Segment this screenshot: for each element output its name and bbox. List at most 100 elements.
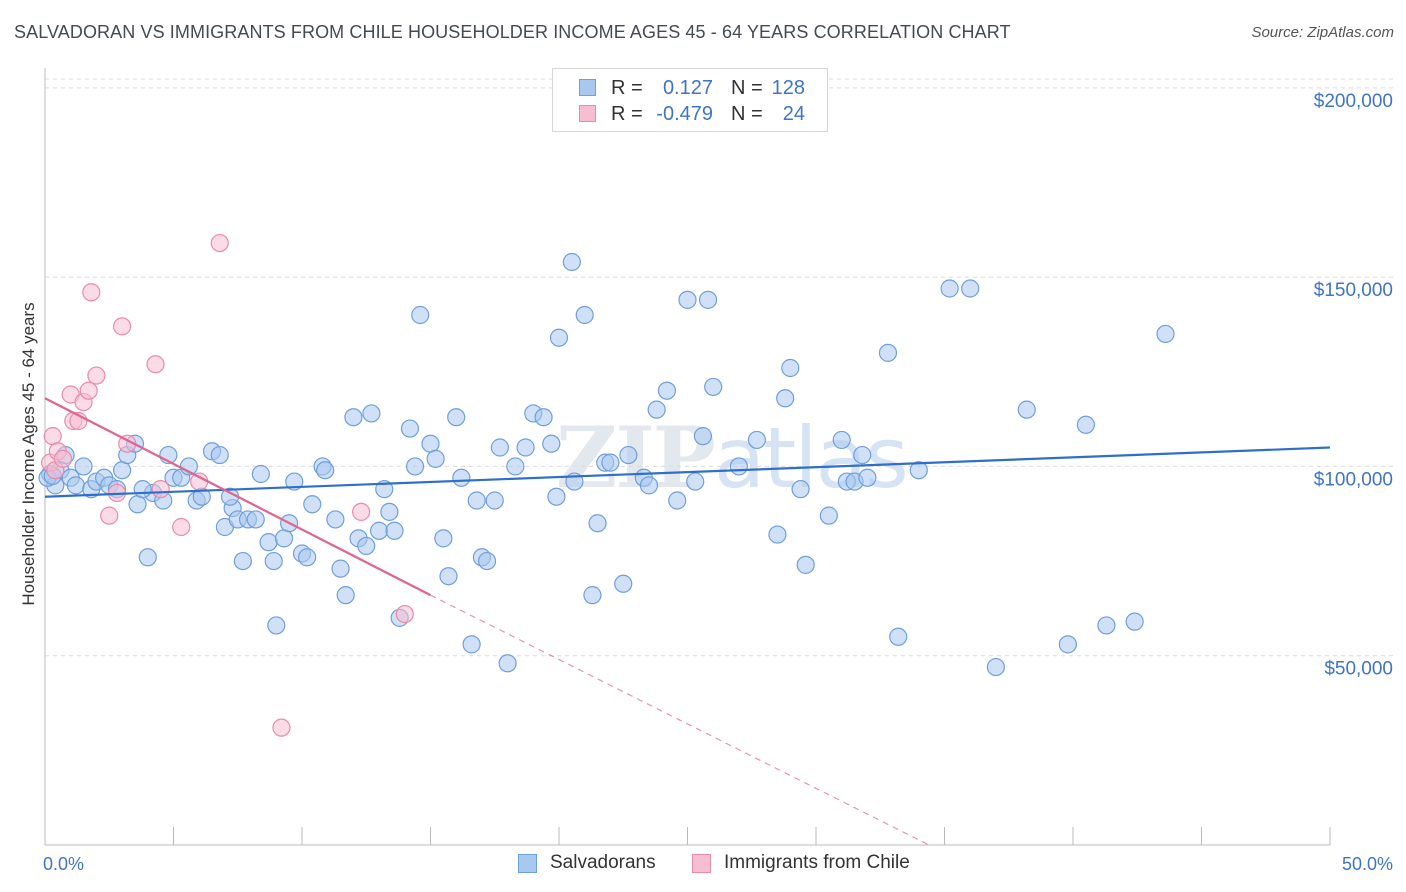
source-credit: Source: ZipAtlas.com: [1251, 24, 1394, 41]
salvadoran-point: [259, 533, 278, 552]
salvadoran-point: [693, 427, 713, 446]
salvadoran-point: [370, 521, 389, 540]
legend-n-value: 128: [771, 77, 805, 99]
salvadoran-point: [858, 468, 877, 487]
salvadoran-point: [485, 491, 504, 510]
salvadoran-point: [74, 457, 93, 476]
axis-labels: $50,000 $100,000 $150,000 $200,000 0.0% 50.0%…: [19, 91, 1393, 874]
salvadoran-point: [1017, 400, 1036, 419]
salvadoran-point: [878, 343, 898, 362]
salvadoran-point: [729, 457, 749, 476]
watermark-atlas: atlas: [713, 409, 909, 507]
salvadoran-point: [411, 305, 430, 325]
salvadoran-point: [542, 434, 561, 453]
salvadoran-point: [477, 551, 497, 571]
salvadoran-point: [490, 438, 509, 457]
legend-swatch-salvadorans: [579, 79, 596, 96]
salvadoran-point: [601, 453, 620, 472]
bottom-legend-swatch-chile: [692, 854, 711, 873]
salvadoran-point: [439, 567, 458, 586]
salvadoran-point: [344, 408, 363, 427]
salvadoran-point: [668, 491, 687, 510]
salvadoran-point: [112, 461, 132, 480]
salvadoran-point: [686, 472, 705, 491]
salvadoran-point: [1125, 612, 1144, 631]
chile-point: [352, 502, 371, 521]
salvadoran-point: [246, 510, 265, 529]
chile-point: [151, 480, 170, 499]
salvadoran-point: [264, 551, 283, 571]
salvadoran-point: [462, 635, 481, 654]
chile-point: [82, 283, 101, 302]
salvadoran-point: [133, 480, 152, 499]
salvadoran-point: [400, 419, 420, 438]
salvadoran-point: [781, 358, 800, 378]
salvadoran-point: [316, 461, 335, 480]
chile-point: [53, 449, 73, 468]
salvadoran-point: [357, 536, 376, 556]
salvadoran-point: [1156, 324, 1175, 344]
chile-point: [43, 427, 62, 446]
salvadoran-point: [986, 657, 1006, 677]
y-tick-label: $100,000: [1314, 469, 1393, 490]
salvadoran-point: [534, 408, 553, 427]
y-tick-label: $200,000: [1314, 91, 1393, 112]
legend-row-chile: R = -0.479 N = 24: [553, 100, 827, 128]
salvadoran-point: [128, 495, 147, 514]
salvadoran-point: [233, 551, 252, 571]
salvadoran-point: [909, 461, 928, 480]
chile-point: [210, 233, 229, 253]
salvadoran-point: [467, 491, 486, 510]
x-tick-label: 50.0%: [1342, 854, 1393, 874]
bottom-legend-label-salvadorans: Salvadorans: [550, 852, 656, 873]
salvadoran-point: [251, 464, 270, 484]
salvadoran-point: [434, 529, 453, 548]
salvadoran-point: [588, 514, 607, 533]
salvadoran-point: [421, 434, 440, 453]
salvadoran-point: [303, 495, 322, 514]
salvadoran-point: [619, 445, 638, 465]
chile-trend-line: [44, 397, 432, 597]
x-tick-label: 0.0%: [43, 854, 84, 874]
salvadoran-point: [768, 525, 787, 544]
gridlines: [45, 78, 1395, 657]
bottom-legend-label-chile: Immigrants from Chile: [724, 852, 910, 873]
legend-row-salvadorans: R = 0.127 N = 128: [553, 74, 827, 102]
salvadoran-point: [447, 408, 466, 427]
salvadoran-point: [583, 586, 602, 605]
salvadoran-point: [678, 290, 697, 309]
legend-r-label: R =: [611, 103, 643, 125]
salvadoran-point: [940, 279, 959, 298]
chile-point: [146, 355, 165, 374]
chile-point: [79, 381, 98, 400]
chile-point: [112, 317, 132, 336]
salvadoran-point: [285, 472, 304, 491]
salvadoran-point: [298, 548, 317, 567]
salvadoran-point: [326, 510, 345, 529]
data-points: [38, 233, 1175, 737]
y-tick-label: $150,000: [1314, 280, 1393, 301]
salvadoran-point: [747, 430, 766, 450]
salvadoran-point: [362, 404, 381, 423]
salvadoran-point: [1076, 415, 1095, 434]
trend-lines: [44, 397, 1331, 846]
salvadoran-point: [426, 449, 445, 468]
salvadoran-point: [704, 377, 723, 397]
salvadoran-point: [385, 521, 404, 540]
y-tick-label: $50,000: [1324, 659, 1393, 680]
salvadoran-point: [562, 252, 581, 272]
salvadoran-point: [796, 555, 815, 574]
salvadoran-point: [516, 438, 535, 457]
watermark: ZIPatlas: [556, 408, 909, 507]
legend-n-label: N =: [731, 103, 763, 125]
salvadoran-trend-line: [44, 446, 1331, 498]
salvadoran-point: [791, 480, 810, 499]
axes: [44, 68, 1331, 846]
salvadoran-point: [1097, 616, 1116, 635]
salvadoran-point: [698, 290, 718, 309]
salvadoran-point: [614, 574, 633, 593]
salvadoran-point: [380, 502, 399, 521]
chile-point: [100, 506, 119, 525]
salvadoran-point: [331, 559, 350, 578]
